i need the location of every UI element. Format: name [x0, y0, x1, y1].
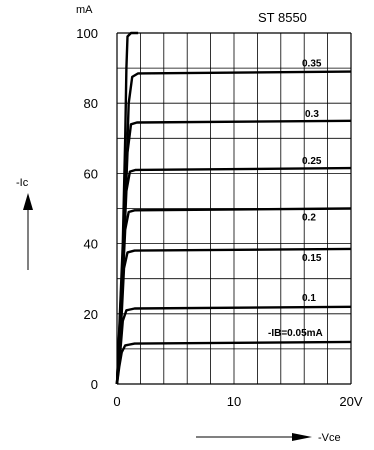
curves	[115, 31, 352, 385]
chart-title: ST 8550	[258, 10, 307, 25]
y-tick-label: 60	[84, 166, 98, 181]
series-label: 0.25	[302, 156, 322, 167]
x-tick-label: 10	[227, 394, 241, 409]
y-axis-arrow	[23, 193, 33, 270]
y-tick-label: 80	[84, 96, 98, 111]
y-tick-label: 0	[91, 377, 98, 392]
y-tick-label: 40	[84, 237, 98, 252]
series-label: 0.15	[302, 253, 322, 264]
y-tick-label: 100	[76, 26, 98, 41]
y-axis-unit: mA	[76, 4, 93, 16]
x-tick-label: 20V	[339, 394, 362, 409]
series-label: -IB=0.05mA	[268, 328, 323, 339]
y-tick-label: 20	[84, 307, 98, 322]
y-axis-label: -Ic	[16, 177, 29, 189]
x-axis-arrow	[196, 433, 312, 441]
series-label: 0.2	[302, 213, 316, 224]
x-tick-label: 0	[113, 394, 120, 409]
series-line	[115, 70, 352, 385]
series-label: 0.35	[302, 59, 322, 70]
series-label: 0.3	[305, 109, 319, 120]
series-label: 0.1	[302, 293, 316, 304]
x-axis-label: -Vce	[318, 432, 341, 444]
labels: 0 10 20V 0 20 40 60 80 100 -IB=0.05mA 0.1 0.15 0.2 0.…	[76, 26, 363, 409]
